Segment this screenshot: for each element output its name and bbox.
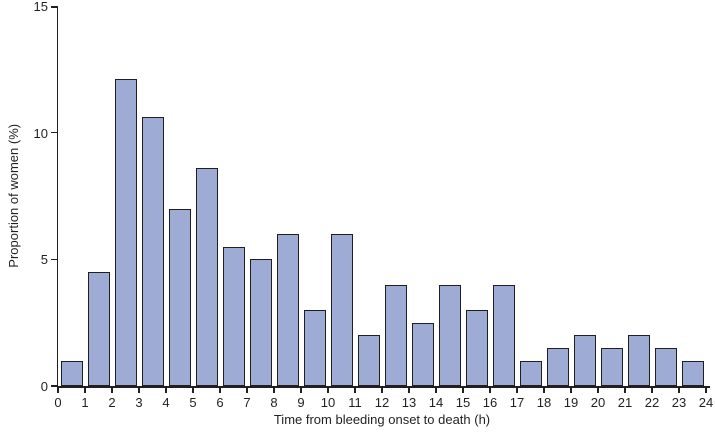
x-tick — [570, 388, 572, 393]
x-tick-label: 14 — [428, 395, 444, 410]
x-tick-label: 11 — [348, 395, 362, 410]
histogram-bar — [493, 284, 515, 386]
x-tick — [300, 388, 302, 393]
x-tick — [516, 388, 518, 393]
x-tick — [219, 388, 221, 393]
x-tick-label: 22 — [644, 395, 660, 410]
histogram-bar — [655, 348, 677, 386]
x-tick-label: 2 — [108, 395, 116, 410]
x-tick-label: 12 — [374, 395, 390, 410]
x-tick — [327, 388, 329, 393]
x-tick — [624, 388, 626, 393]
y-tick — [50, 385, 57, 387]
x-tick — [138, 388, 140, 393]
histogram-bar — [439, 284, 461, 386]
y-tick — [50, 258, 57, 261]
x-tick — [462, 388, 464, 393]
histogram-bar — [358, 335, 380, 386]
x-tick — [678, 388, 680, 393]
y-tick — [50, 6, 57, 8]
x-tick — [57, 388, 59, 393]
x-axis-line — [56, 386, 710, 388]
x-tick-label: 17 — [509, 395, 525, 410]
x-tick-label: 21 — [617, 395, 633, 410]
x-axis-title: Time from bleeding onset to death (h) — [273, 412, 491, 427]
x-tick-label: 5 — [189, 395, 197, 410]
x-tick-label: 15 — [455, 395, 471, 410]
x-tick-label: 8 — [270, 395, 278, 410]
x-tick-label: 24 — [698, 395, 714, 410]
x-tick — [597, 388, 599, 393]
histogram-bar — [412, 322, 434, 386]
histogram-bar — [142, 117, 164, 386]
x-tick-label: 7 — [243, 395, 251, 410]
x-tick — [381, 388, 383, 393]
histogram-bar — [601, 348, 623, 386]
x-tick — [111, 388, 113, 393]
y-tick-label: 5 — [40, 252, 48, 268]
y-tick-label: 0 — [40, 379, 48, 394]
x-tick-label: 18 — [536, 395, 552, 410]
histogram-bar — [547, 348, 569, 386]
x-tick-label: 20 — [590, 395, 606, 410]
x-tick-label: 16 — [482, 395, 498, 410]
histogram-bar — [196, 168, 218, 386]
x-tick-label: 1 — [81, 395, 89, 410]
x-tick — [489, 388, 491, 393]
x-tick — [246, 388, 248, 393]
histogram-bar — [520, 360, 542, 386]
x-tick-label: 3 — [135, 395, 143, 410]
histogram-bar — [385, 284, 407, 386]
x-tick — [543, 388, 545, 393]
x-tick-label: 9 — [297, 395, 305, 410]
y-tick — [50, 131, 57, 134]
histogram-bar — [115, 79, 137, 386]
y-axis-line — [56, 6, 58, 388]
histogram-bar — [331, 234, 353, 386]
histogram-bar — [61, 360, 83, 386]
x-tick — [273, 388, 275, 393]
histogram-bar — [304, 310, 326, 386]
x-tick — [651, 388, 653, 393]
histogram-bar — [682, 360, 704, 386]
x-tick-label: 23 — [671, 395, 687, 410]
x-tick-label: 10 — [320, 395, 336, 410]
y-tick-label: 10 — [33, 125, 48, 141]
x-tick — [84, 388, 86, 393]
y-axis-title: Proportion of women (%) — [6, 123, 22, 268]
histogram-bar — [277, 234, 299, 386]
histogram-bar — [88, 272, 110, 386]
histogram-bar — [628, 335, 650, 386]
x-tick — [192, 388, 194, 393]
x-tick-label: 6 — [216, 395, 224, 410]
histogram-bar — [250, 259, 272, 386]
histogram-bar — [466, 310, 488, 386]
x-tick — [435, 388, 437, 393]
x-tick — [165, 388, 167, 393]
x-tick — [354, 388, 356, 393]
histogram-bar — [169, 208, 191, 386]
x-tick-label: 13 — [401, 395, 417, 410]
y-tick-label: 15 — [33, 0, 48, 14]
x-tick-label: 0 — [54, 395, 62, 410]
x-tick-label: 4 — [162, 395, 170, 410]
x-tick — [408, 388, 410, 393]
x-tick — [705, 388, 707, 393]
histogram-bar — [223, 246, 245, 386]
histogram-bar — [574, 335, 596, 386]
x-tick-label: 19 — [563, 395, 579, 410]
